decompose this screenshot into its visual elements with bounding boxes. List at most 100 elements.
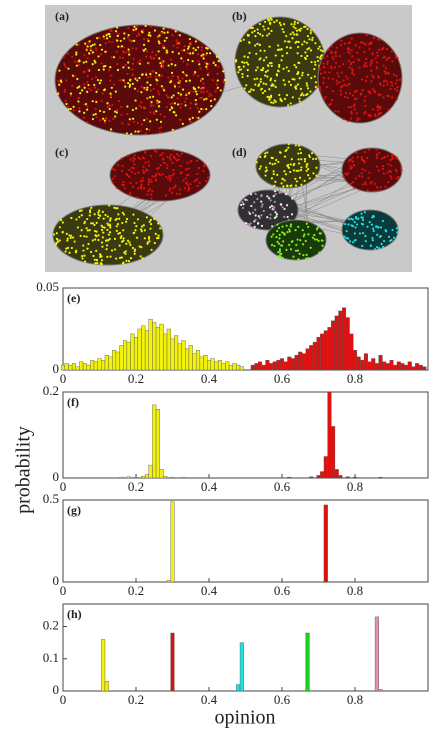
network-node	[289, 170, 292, 174]
network-node	[266, 34, 269, 37]
network-node	[189, 41, 192, 44]
network-node	[364, 61, 367, 65]
bar	[108, 356, 113, 371]
network-node	[370, 62, 373, 65]
network-node	[283, 40, 287, 43]
network-node	[103, 226, 106, 229]
network-node	[144, 48, 147, 51]
network-node	[128, 118, 131, 121]
network-node	[119, 236, 122, 240]
network-node	[369, 115, 372, 118]
network-node	[126, 105, 129, 108]
network-node	[283, 170, 286, 173]
network-node	[170, 62, 173, 66]
network-node	[164, 194, 167, 197]
network-node	[351, 241, 355, 244]
network-node	[136, 218, 140, 221]
network-node	[291, 37, 294, 40]
network-node	[347, 171, 350, 175]
network-node	[120, 105, 123, 109]
network-node	[149, 218, 152, 221]
network-node	[110, 86, 113, 89]
network-node	[348, 83, 351, 86]
y-tick-label: 0	[53, 573, 60, 588]
bar	[163, 333, 168, 371]
network-node	[187, 189, 190, 192]
network-node	[146, 81, 149, 84]
network-node	[267, 19, 270, 22]
network-node	[292, 25, 295, 28]
network-node	[111, 181, 114, 184]
network-node	[131, 62, 134, 65]
network-node	[301, 74, 304, 77]
network-node	[127, 48, 130, 51]
network-node	[148, 240, 151, 243]
network-node	[282, 185, 285, 188]
network-node	[278, 21, 281, 24]
network-node	[387, 163, 390, 166]
network-node	[296, 83, 300, 86]
network-node	[87, 68, 90, 71]
network-node	[372, 229, 375, 232]
network-node	[96, 36, 99, 40]
network-node	[384, 230, 388, 233]
network-node	[191, 52, 194, 55]
network-node	[108, 32, 111, 36]
network-node	[55, 232, 58, 235]
network-node	[132, 160, 135, 163]
network-node	[351, 181, 355, 184]
network-node	[348, 66, 351, 69]
bar	[407, 361, 412, 371]
network-node	[296, 52, 299, 55]
network-node	[122, 66, 125, 69]
network-node	[391, 60, 394, 63]
network-node	[375, 67, 378, 70]
network-node	[305, 222, 308, 225]
network-node	[82, 116, 85, 119]
network-node	[74, 251, 77, 254]
network-node	[202, 91, 205, 94]
plot-frame	[62, 603, 429, 692]
network-node	[241, 75, 244, 79]
network-node	[360, 212, 363, 215]
network-node	[149, 72, 152, 76]
network-node	[101, 92, 104, 95]
network-node	[363, 99, 366, 102]
network-node	[173, 85, 177, 88]
bar	[174, 335, 179, 371]
network-node	[386, 171, 389, 174]
bar	[141, 476, 146, 479]
network-node	[104, 50, 107, 53]
network-node	[135, 25, 139, 28]
network-node	[358, 232, 362, 235]
network-node	[372, 214, 375, 218]
bar	[60, 364, 66, 371]
bar	[104, 681, 109, 692]
network-node	[134, 99, 137, 102]
network-node	[97, 213, 100, 216]
network-node	[269, 22, 272, 26]
network-node	[66, 52, 69, 55]
network-node	[301, 92, 304, 95]
network-node	[369, 244, 372, 247]
network-node	[281, 231, 284, 234]
network-node	[382, 172, 385, 175]
network-node	[106, 37, 109, 40]
network-node	[269, 94, 273, 97]
network-node	[311, 236, 315, 239]
network-node	[264, 70, 267, 74]
network-node	[76, 77, 79, 81]
network-node	[242, 65, 245, 68]
network-node	[344, 172, 347, 175]
network-node	[110, 56, 113, 59]
network-node	[136, 90, 139, 93]
network-node	[83, 220, 86, 224]
network-node	[169, 103, 172, 106]
network-node	[294, 249, 298, 252]
bar	[258, 361, 263, 371]
network-node	[77, 59, 81, 63]
network-node	[297, 225, 300, 228]
network-node	[270, 62, 273, 65]
network-node	[241, 61, 244, 64]
network-node	[58, 83, 61, 86]
